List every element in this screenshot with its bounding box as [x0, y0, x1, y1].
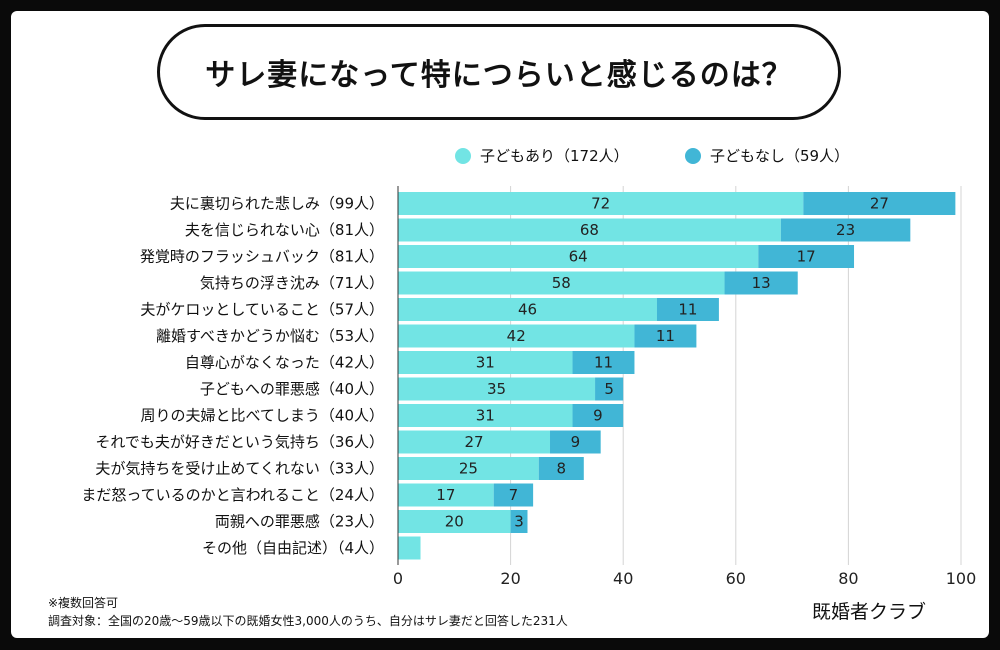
data-label: 27 [464, 433, 483, 451]
bar-with-children [398, 536, 421, 560]
category-label: 子どもへの罪悪感（40人） [200, 380, 384, 398]
bar-with-children [398, 271, 725, 295]
data-label: 17 [436, 486, 455, 504]
data-label: 27 [870, 195, 889, 213]
legend-label: 子どもなし（59人） [710, 147, 849, 165]
x-tick-label: 60 [726, 569, 746, 588]
bar-with-children [398, 324, 635, 348]
bar-with-children [398, 298, 657, 321]
x-tick-label: 40 [613, 569, 633, 588]
data-label: 64 [569, 248, 588, 266]
legend-marker-with-children [455, 148, 471, 164]
chart-title-box: サレ妻になって特につらいと感じるのは？ [157, 24, 841, 120]
data-label: 13 [752, 274, 771, 292]
data-label: 23 [836, 221, 855, 239]
source-label: 既婚者クラブ [812, 601, 927, 623]
data-label: 5 [604, 380, 614, 398]
bar-without-children [550, 430, 601, 454]
bar-without-children [780, 218, 911, 242]
bar-without-children [510, 510, 528, 533]
data-label: 3 [514, 513, 524, 531]
x-tick-label: 80 [838, 569, 858, 588]
note-multiple-answers: ※複数回答可 [48, 596, 119, 610]
x-tick-label: 20 [500, 569, 520, 588]
category-label: 夫がケロッとしていること（57人） [140, 301, 384, 319]
data-label: 11 [678, 301, 697, 319]
bar-with-children [398, 245, 759, 268]
bar-without-children [758, 245, 855, 268]
note-survey-target: 調査対象：全国の20歳〜59歳以下の既婚女性3,000人のうち、自分はサレ妻だと… [48, 614, 568, 628]
bar-without-children [634, 324, 697, 348]
data-label: 17 [797, 248, 816, 266]
data-label: 46 [518, 301, 537, 319]
x-tick-label: 0 [393, 569, 403, 588]
legend-marker-without-children [685, 148, 701, 164]
data-label: 9 [571, 433, 581, 451]
bar-without-children [572, 404, 624, 427]
bar-with-children [398, 457, 539, 480]
bar-with-children [398, 430, 551, 454]
data-label: 35 [487, 380, 506, 398]
chart-title: サレ妻になって特につらいと感じるのは？ [205, 58, 793, 93]
category-label: 離婚すべきかどうか悩む（53人） [156, 327, 384, 345]
bar-with-children [398, 377, 596, 401]
category-label: その他（自由記述）（4人） [202, 539, 384, 557]
category-label: 気持ちの浮き沈み（71人） [200, 274, 384, 292]
bar-with-children [398, 510, 511, 533]
bar-without-children [724, 271, 798, 295]
bar-with-children [398, 218, 781, 242]
data-label: 42 [507, 327, 526, 345]
category-label: 発覚時のフラッシュバック（81人） [140, 248, 384, 266]
data-label: 58 [552, 274, 571, 292]
category-label: 自尊心がなくなった（42人） [185, 354, 384, 372]
bar-without-children [656, 298, 719, 321]
category-label: 両親への罪悪感（23人） [215, 513, 384, 531]
data-label: 68 [580, 221, 599, 239]
x-tick-label: 100 [946, 569, 977, 588]
category-label: 周りの夫婦と比べてしまう（40人） [141, 407, 385, 425]
data-label: 11 [656, 327, 675, 345]
data-label: 7 [509, 486, 519, 504]
data-label: 8 [556, 460, 566, 478]
data-label: 31 [476, 354, 495, 372]
legend-label: 子どもあり（172人） [480, 147, 629, 165]
bar-without-children [538, 457, 584, 480]
bar-without-children [572, 351, 635, 374]
data-label: 20 [445, 513, 464, 531]
category-label: それでも夫が好きだという気持ち（36人） [95, 433, 384, 451]
bar-without-children [803, 192, 956, 215]
bar-with-children [398, 483, 494, 507]
bar-without-children [595, 377, 624, 401]
data-label: 11 [594, 354, 613, 372]
data-label: 72 [591, 195, 610, 213]
data-label: 25 [459, 460, 478, 478]
category-label: 夫が気持ちを受け止めてくれない（33人） [95, 460, 384, 478]
bar-without-children [493, 483, 534, 507]
category-label: まだ怒っているのかと言われること（24人） [81, 486, 384, 504]
category-label: 夫に裏切られた悲しみ（99人） [170, 195, 384, 213]
data-label: 9 [593, 407, 603, 425]
bar-with-children [398, 351, 573, 374]
category-label: 夫を信じられない心（81人） [185, 221, 384, 239]
data-label: 31 [476, 407, 495, 425]
bar-with-children [398, 192, 804, 215]
bar-with-children [398, 404, 573, 427]
